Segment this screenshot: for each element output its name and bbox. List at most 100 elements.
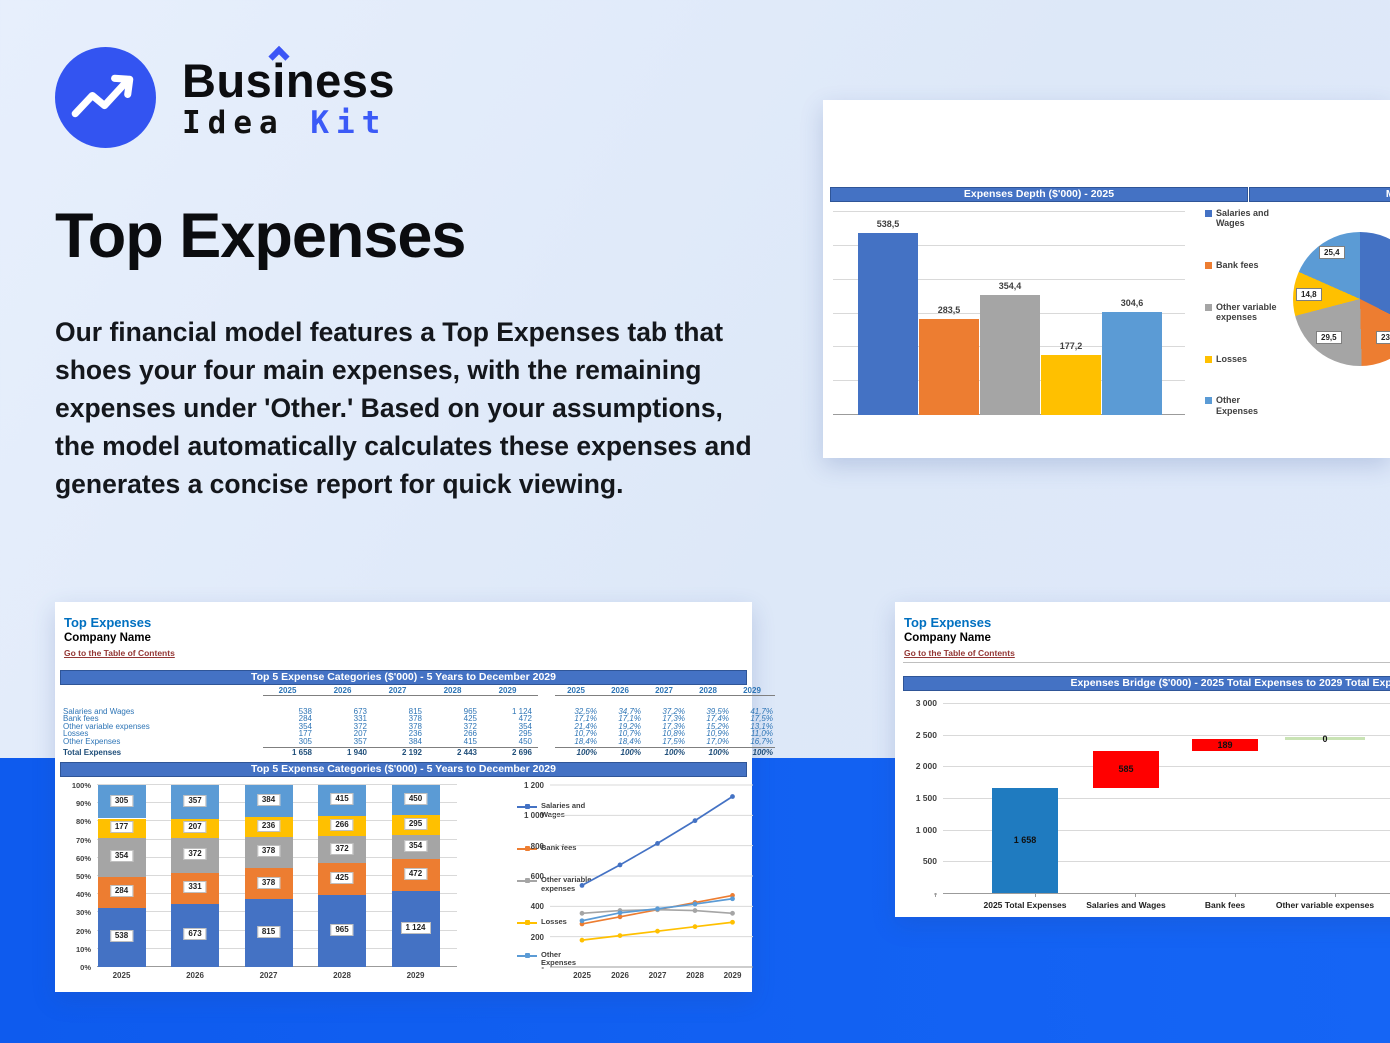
y-tick-label: 2 500 [915,729,937,740]
monthly-run-rate-header: Monthly Run-Rate ($'000) - 2025 [1249,187,1390,202]
brand-line1: Bus iness [182,45,395,104]
segment-value-label: 284 [109,885,134,898]
cell: 236 [408,729,422,739]
segment-value-label: 965 [330,924,354,937]
depth-bar [858,232,918,415]
legend-item: Other variable expenses [517,875,597,893]
row-cells: 538 673 815 965 1 124 [263,707,538,716]
segment-value-label: 236 [256,819,281,832]
cell: 2029 [498,686,517,695]
x-tick-label: 2027 [648,971,667,980]
legend-label: Salaries and Wages [541,801,586,819]
legend-marker-dot [525,804,530,809]
legend-line-icon [517,919,537,925]
table-row: 100% 100% 100% 100% 100% [555,747,775,757]
row-cells: 1 658 1 940 2 192 2 443 2 696 [263,747,538,757]
table-of-contents-link[interactable]: Go to the Table of Contents [64,648,175,658]
legend-item: Losses [517,916,597,927]
legend-label: Bank fees [1216,260,1259,270]
cell: 425 [463,714,477,724]
segment-value-label: 295 [403,818,428,831]
cell: 32,5% [574,707,597,716]
gridline [943,703,1390,704]
legend-label: Other variable expenses [541,875,592,893]
waterfall-bar [992,787,1058,893]
segment-value-label: 354 [403,840,428,853]
y-tick-label: 3 000 [915,698,937,708]
cell: 17,4% [706,714,729,724]
y-tick-label: 1 200 [523,781,544,790]
cell: 2 696 [511,748,532,758]
cell: 18,4% [574,736,597,746]
segment-value-label: 450 [403,793,428,806]
table-row: 21,4% 19,2% 17,3% 15,2% 13,1% [555,721,775,731]
cell: 10,7% [574,729,597,739]
x-tick-label: 2029 [723,971,742,980]
y-tick-label: 1 500 [915,793,937,803]
y-tick-label: 30% [75,908,91,918]
cell: 19,2% [618,721,641,731]
legend-item: Other Expenses [517,949,597,968]
bridge-chart-header: Expenses Bridge ($'000) - 2025 Total Exp… [903,676,1390,691]
stacked-plot: 538 284 354 177 305 673 331 372 207 357 815 378 378 2… [97,784,457,967]
segment-value-label: 207 [183,821,207,834]
cell: 17,5% [750,714,773,724]
segment-value-label: 1 124 [400,922,431,935]
legend-line-icon [517,878,537,884]
gridline [943,893,1390,894]
cell: 2027 [655,686,673,695]
cell: 295 [518,729,532,739]
legend-label: Losses [541,916,567,926]
row-cells: 18,4% 18,4% 17,5% 17,0% 16,7% [555,736,775,746]
axis-tick [1235,893,1236,897]
hero-section: Top Expenses Our financial model feature… [55,200,765,503]
legend-label: Losses [1216,353,1248,364]
pie-label-losses: 14,8 [1296,288,1322,301]
legend-label: Other Expenses [541,949,577,968]
bar-value-label: 538,5 [876,218,900,229]
expenses-depth-legend: Salaries and Wages Bank fees Other variabl… [1205,208,1295,416]
cell: 10,8% [662,729,685,739]
table-row: Bank fees 284 331 378 425 472 [63,714,538,724]
cell: 2029 [743,686,761,695]
cell: 10,9% [706,729,729,739]
row-cells: 284 331 378 425 472 [263,714,538,724]
axis-tick [935,893,936,897]
waterfall-value-label: 0 [1322,733,1328,744]
gridline [943,766,1390,768]
table-row: Other Expenses 305 357 384 415 450 [63,737,538,745]
cell: 17,3% [662,721,685,731]
x-tick-label: Salaries and Wages [1086,900,1166,910]
table-of-contents-link[interactable]: Go to the Table of Contents [904,648,1015,658]
cell: 2 443 [456,748,477,758]
sheet-title: Top Expenses [904,615,992,630]
legend-item: Bank fees [517,843,597,853]
row-label: Total Expenses [63,748,122,758]
y-tick-label: 80% [75,817,91,827]
waterfall-chart: 3 000 2 500 2 000 1 500 1 000 500 - 1 658 2025 T… [903,697,1390,913]
row-cells: 177 207 236 266 295 [263,729,538,739]
legend-item: Salaries and Wages [517,801,597,819]
gridline [97,784,457,785]
axis-tick [1335,893,1336,897]
table-row: 32,5% 34,7% 37,2% 39,5% 41,7% [555,707,775,716]
y-tick-label: 90% [75,799,91,809]
y-tick-label: 1 000 [523,811,544,821]
x-tick-label: Other variable expenses [1275,900,1375,910]
cell: 17,3% [662,714,685,724]
table-row: Salaries and Wages 538 673 815 965 1 124 [63,707,538,716]
segment-value-label: 372 [183,848,207,861]
cell: 17,1% [574,714,597,724]
cell: 17,5% [662,736,685,746]
table-row: 10,7% 10,7% 10,8% 10,9% 11,0% [555,729,775,739]
depth-bar [1102,311,1162,415]
divider [903,662,1390,663]
legend-swatch-icon [1205,397,1212,405]
cell: 1 658 [291,748,312,758]
cell: 673 [353,707,367,716]
cell: 100% [708,748,729,758]
x-tick-label: Bank fees [1204,900,1246,910]
cell: 100% [620,748,641,758]
stacked-bar [97,785,146,967]
cell: 13,1% [750,721,773,731]
